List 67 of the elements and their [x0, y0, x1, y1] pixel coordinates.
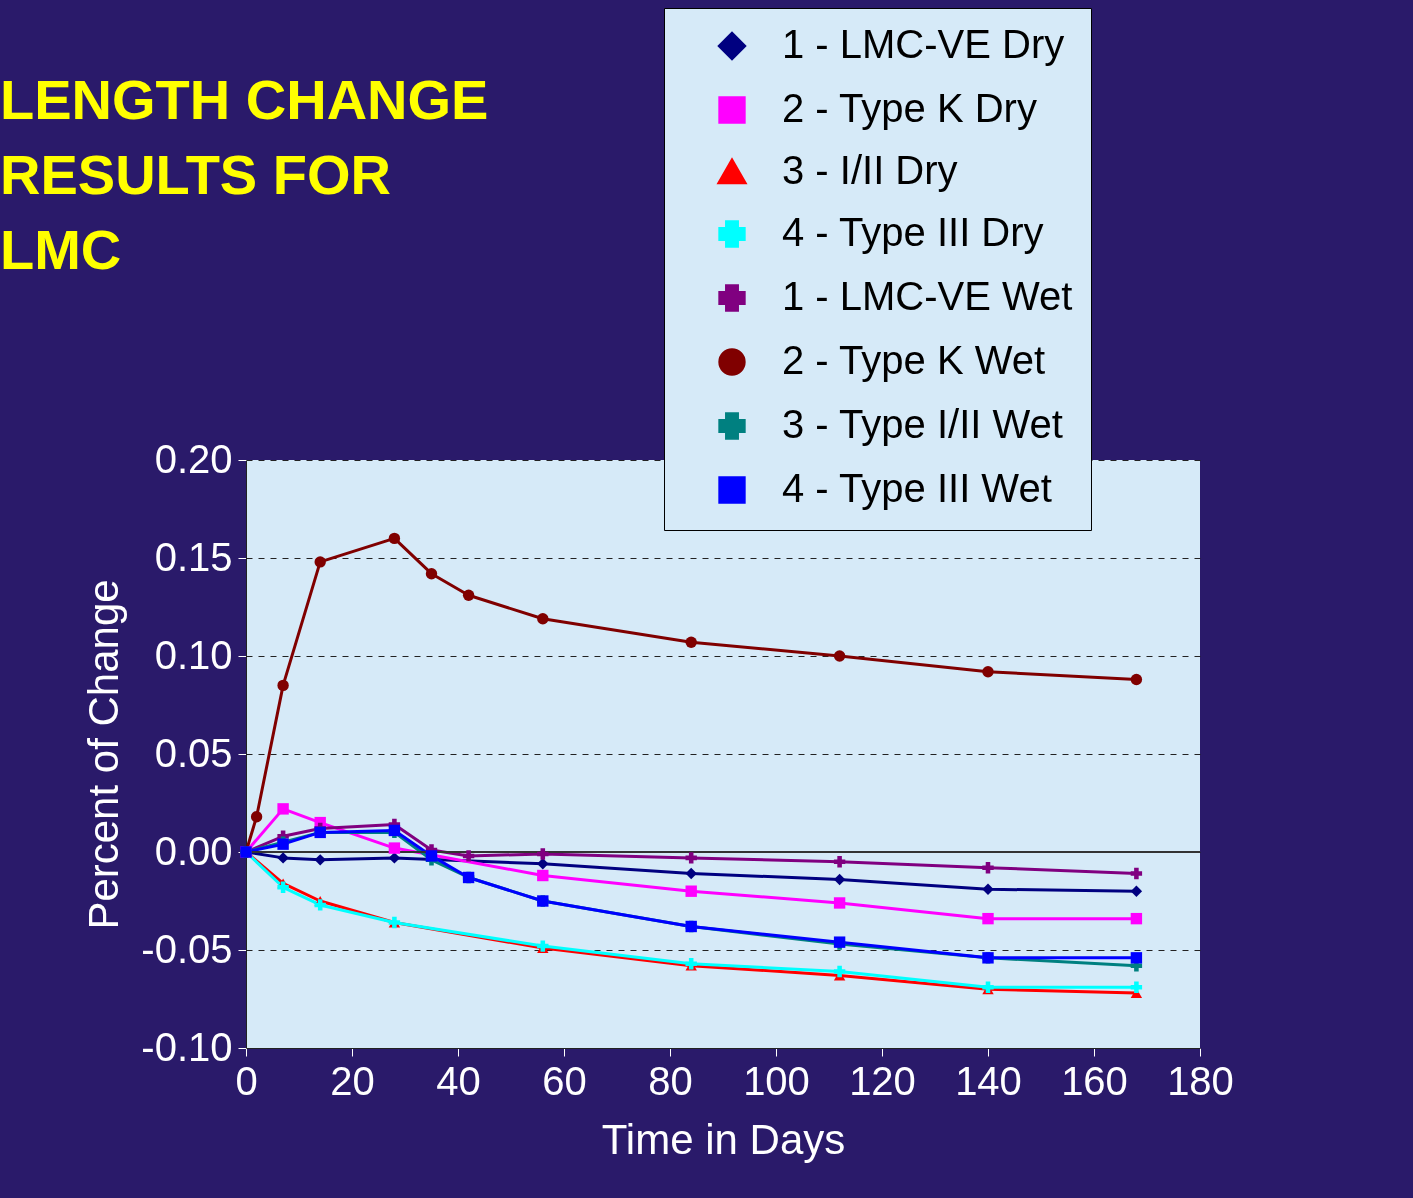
point [1130, 912, 1143, 925]
legend-label: 2 - Type K Dry [782, 86, 1037, 130]
point [982, 861, 994, 874]
point [833, 856, 846, 868]
point [685, 852, 697, 864]
point [1130, 885, 1143, 897]
legend-label: 1 - LMC-VE Dry [782, 22, 1065, 66]
y-axis-title: Percent of Change [80, 579, 128, 930]
point [277, 852, 289, 864]
text: LENGTH CHANGE [0, 68, 489, 131]
x-tick-label: 60 [542, 1058, 587, 1103]
point [537, 848, 549, 860]
legend-label: 3 - I/II Dry [782, 148, 958, 192]
legend-label: 2 - Type K Wet [782, 338, 1046, 382]
x-tick-label: 120 [849, 1058, 916, 1103]
point [425, 850, 438, 862]
point [833, 650, 846, 662]
point [314, 854, 326, 866]
y-tick-label: 0.20 [154, 436, 233, 481]
x-tick-label: 20 [330, 1058, 375, 1103]
point [833, 897, 846, 909]
point [388, 842, 401, 854]
point [685, 885, 697, 897]
x-tick-label: 0 [235, 1058, 258, 1103]
point [1130, 981, 1143, 993]
point [314, 556, 326, 568]
x-axis-title: Time in Days [601, 1115, 846, 1163]
point [277, 881, 289, 893]
legend-label: 4 - Type III Dry [782, 210, 1044, 254]
point [833, 873, 846, 886]
point [982, 912, 994, 925]
legend-label: 1 - LMC-VE Wet [782, 274, 1073, 318]
point [277, 803, 289, 815]
point [537, 613, 549, 625]
y-tick-label: 0.05 [154, 730, 233, 775]
x-tick-label: 180 [1167, 1058, 1234, 1103]
point [388, 532, 401, 545]
point [1130, 952, 1143, 964]
point [833, 965, 846, 978]
x-tick-label: 160 [1061, 1058, 1128, 1103]
point [462, 850, 475, 862]
point [1130, 867, 1143, 880]
legend-label: 4 - Type III Wet [782, 466, 1052, 510]
y-tick-label: -0.05 [141, 926, 233, 971]
x-tick-label: 140 [955, 1058, 1022, 1103]
y-tick-label: 0.10 [154, 632, 233, 677]
x-tick-label: 100 [743, 1058, 810, 1103]
point [537, 869, 549, 882]
point [462, 589, 475, 601]
point [314, 899, 326, 911]
y-tick-label: 0.00 [154, 828, 233, 873]
point [425, 567, 438, 580]
point [250, 811, 263, 823]
text: LMC [0, 218, 122, 281]
y-tick-label: 0.15 [154, 534, 233, 579]
text: RESULTS FOR [0, 143, 391, 206]
x-tick-label: 80 [648, 1058, 693, 1103]
y-tick-label: -0.10 [141, 1024, 233, 1069]
point [1130, 673, 1143, 686]
point [982, 883, 994, 895]
point [277, 679, 289, 692]
point [685, 636, 697, 648]
legend-label: 3 - Type I/II Wet [782, 402, 1063, 446]
point [982, 665, 994, 678]
x-tick-label: 40 [436, 1058, 481, 1103]
point [685, 867, 697, 880]
point [537, 858, 549, 870]
